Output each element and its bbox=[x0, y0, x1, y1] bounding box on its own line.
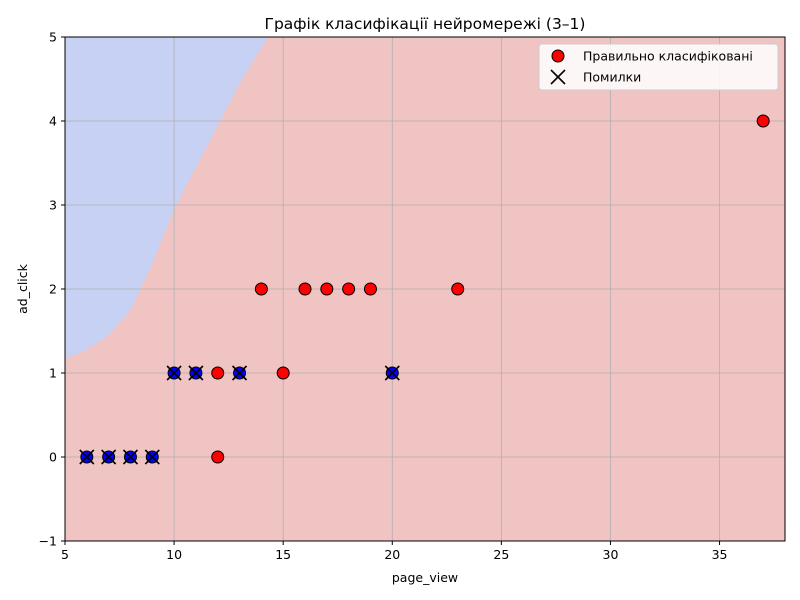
point-error bbox=[231, 365, 248, 381]
legend-label-errors: Помилки bbox=[583, 70, 641, 85]
point-correct bbox=[451, 282, 465, 296]
point-correct bbox=[211, 366, 225, 380]
point-error bbox=[79, 449, 95, 465]
point-correct bbox=[298, 282, 312, 296]
y-axis-label: ad_click bbox=[15, 263, 30, 314]
legend-marker-errors bbox=[550, 69, 566, 85]
y-tick-label: 5 bbox=[49, 30, 57, 45]
point-correct bbox=[363, 282, 377, 296]
point-error bbox=[384, 365, 400, 381]
x-tick-label: 20 bbox=[384, 547, 400, 562]
region-class-0 bbox=[65, 37, 268, 359]
point-error bbox=[122, 449, 139, 465]
point-error bbox=[188, 365, 204, 381]
point-error bbox=[166, 365, 182, 381]
x-tick-label: 10 bbox=[166, 547, 182, 562]
y-tick-label: 2 bbox=[49, 282, 57, 297]
points-layer bbox=[79, 114, 770, 465]
legend-label-correct: Правильно класифіковані bbox=[583, 49, 753, 64]
x-tick-label: 25 bbox=[493, 547, 509, 562]
x-axis: 5 10 15 20 25 30 35 bbox=[61, 541, 727, 562]
x-axis-label: page_view bbox=[392, 570, 458, 585]
y-tick-label: 1 bbox=[49, 366, 57, 381]
y-tick-label: 3 bbox=[49, 198, 57, 213]
y-tick-label: 0 bbox=[49, 450, 57, 465]
x-tick-label: 15 bbox=[275, 547, 291, 562]
y-tick-label: −1 bbox=[39, 534, 57, 549]
x-tick-label: 5 bbox=[61, 547, 69, 562]
point-correct bbox=[254, 282, 268, 296]
x-tick-label: 35 bbox=[712, 547, 728, 562]
point-correct bbox=[756, 114, 770, 128]
y-tick-label: 4 bbox=[49, 114, 57, 129]
chart-title: Графік класифікації нейромережі (3–1) bbox=[265, 15, 586, 33]
legend-marker-correct bbox=[551, 49, 565, 63]
legend-box bbox=[538, 43, 779, 91]
point-error bbox=[144, 449, 160, 465]
point-correct bbox=[211, 450, 225, 464]
point-correct bbox=[342, 282, 356, 296]
legend: Правильно класифіковані Помилки bbox=[538, 43, 779, 91]
point-error bbox=[101, 449, 117, 465]
point-correct bbox=[276, 366, 290, 380]
x-tick-label: 30 bbox=[603, 547, 619, 562]
y-axis: −1 0 1 2 3 4 5 bbox=[39, 30, 65, 549]
point-correct bbox=[320, 282, 334, 296]
